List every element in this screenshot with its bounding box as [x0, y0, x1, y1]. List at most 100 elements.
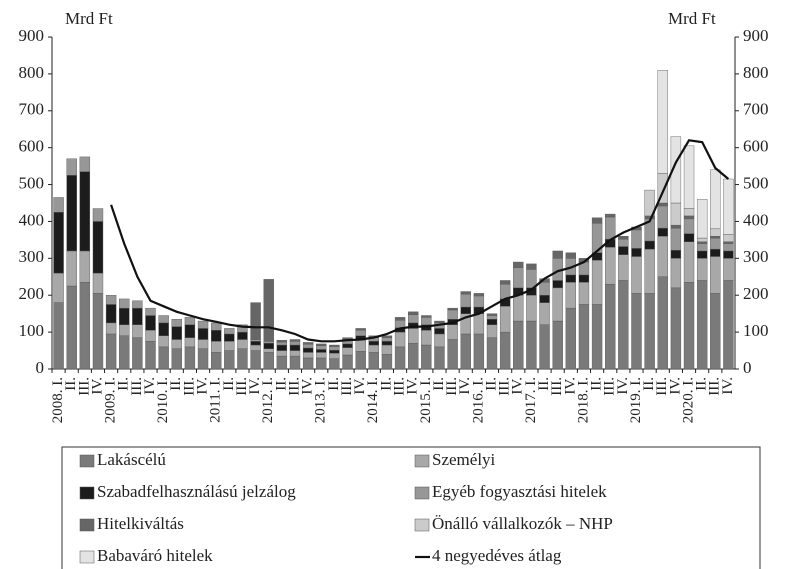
bar-segment: [263, 352, 274, 370]
bar-segment: [683, 218, 695, 234]
bar-segment: [552, 287, 563, 322]
bar-segment: [460, 333, 471, 370]
bar-segment: [66, 250, 77, 287]
bar-segment: [105, 304, 117, 324]
bar-segment: [263, 279, 274, 342]
bar-segment: [657, 205, 668, 229]
bar-segment: [171, 319, 182, 327]
bar-segment: [605, 247, 616, 285]
bar-segment: [145, 307, 156, 316]
bar-segment: [197, 320, 209, 329]
bar-segment: [683, 241, 695, 283]
x-tick-label: 2008. I.: [50, 377, 66, 423]
bar-segment: [394, 346, 406, 370]
bar-segment: [460, 306, 471, 314]
bar-segment: [158, 315, 169, 324]
bar-segment: [66, 175, 77, 252]
bar-segment: [355, 328, 366, 331]
bar-segment: [302, 347, 314, 353]
bar-segment: [132, 324, 143, 338]
bar-segment: [657, 276, 668, 370]
y-tick-label: 0: [36, 358, 45, 377]
legend-label: Egyéb fogyasztási hitelek: [432, 482, 607, 501]
x-tick-label: IV.: [142, 377, 158, 395]
x-tick-label: IV.: [510, 377, 526, 395]
x-tick-label: 2013. I.: [313, 377, 329, 423]
x-tick-label: II.: [378, 377, 394, 391]
bar-segment: [578, 282, 590, 305]
bar-segment: [381, 335, 393, 338]
bar-segment: [368, 341, 379, 346]
x-tick-label: IV.: [720, 377, 736, 395]
bar-segment: [237, 348, 248, 370]
y-tick-label: 500: [19, 173, 45, 192]
bar-segment: [683, 208, 695, 217]
bar-segment: [210, 341, 222, 353]
x-tick-label: IV.: [247, 377, 263, 395]
bar-segment: [434, 320, 445, 324]
x-tick-label: IV.: [615, 377, 631, 395]
bar-segment: [421, 330, 432, 346]
bar-segment: [79, 282, 91, 370]
legend-label: Babaváró hitelek: [97, 546, 213, 565]
x-tick-label: IV.: [667, 377, 683, 395]
y2-tick-label: 700: [743, 100, 769, 119]
bar-segment: [355, 340, 366, 352]
bar-segment: [408, 328, 419, 344]
bar-segment: [565, 252, 577, 259]
bar-segment: [460, 293, 471, 308]
x-tick-label: III.: [339, 377, 355, 396]
bar-segment: [316, 357, 327, 370]
y2-tick-label: 500: [743, 173, 769, 192]
x-tick-label: 2018. I.: [575, 377, 591, 423]
bar-segment: [408, 342, 419, 370]
bar-segment: [329, 358, 340, 370]
bar-segment: [670, 258, 682, 289]
bar-segment: [263, 342, 274, 349]
x-tick-label: II.: [221, 377, 237, 391]
bar-segment: [355, 330, 366, 336]
bar-segment: [119, 324, 130, 337]
bar-segment: [302, 344, 314, 349]
bar-segment: [723, 250, 734, 259]
y-unit: Mrd Ft: [65, 9, 113, 28]
x-tick-label: 2014. I.: [365, 377, 381, 423]
legend-swatch: [79, 486, 95, 500]
bar-segment: [171, 348, 182, 370]
y2-tick-label: 600: [743, 137, 769, 156]
bar-segment: [171, 326, 182, 340]
x-tick-label: 2012. I.: [260, 377, 276, 423]
y-tick-label: 200: [19, 284, 45, 303]
bar-segment: [486, 313, 498, 316]
bar-segment: [683, 282, 695, 370]
bar-segment: [276, 341, 288, 346]
bar-segment: [381, 354, 393, 370]
bar-segment: [552, 280, 563, 289]
bar-segment: [394, 320, 406, 328]
bar-segment: [79, 250, 91, 283]
bar-segment: [618, 280, 629, 370]
bar-segment: [670, 227, 682, 251]
bar-segment: [250, 302, 261, 340]
bar-segment: [197, 339, 209, 349]
bar-segment: [670, 224, 682, 229]
bar-segment: [473, 295, 485, 308]
bar-segment: [145, 341, 156, 370]
bar-segment: [92, 221, 104, 274]
bar-segment: [434, 328, 445, 335]
bar-segment: [644, 293, 655, 370]
y-tick-label: 600: [19, 137, 45, 156]
legend-swatch: [414, 486, 430, 500]
bar-segment: [197, 328, 209, 340]
bar-segment: [486, 315, 498, 320]
y2-tick-label: 200: [743, 284, 769, 303]
bar-segment: [447, 339, 458, 370]
bar-segment: [329, 344, 340, 347]
bar-segment: [329, 346, 340, 351]
bar-segment: [184, 337, 196, 348]
bar-segment: [618, 238, 629, 247]
x-tick-label: IV.: [562, 377, 578, 395]
bar-segment: [605, 213, 616, 218]
bar-segment: [591, 217, 603, 224]
